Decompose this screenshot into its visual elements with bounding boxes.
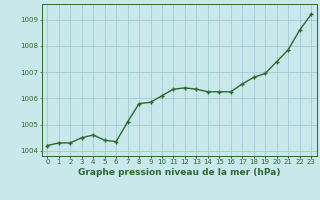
X-axis label: Graphe pression niveau de la mer (hPa): Graphe pression niveau de la mer (hPa)	[78, 168, 280, 177]
